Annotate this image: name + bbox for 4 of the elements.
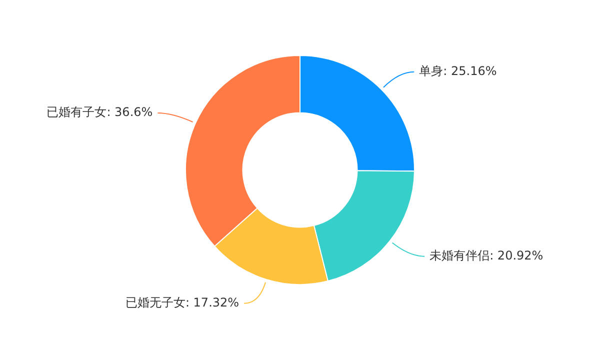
slice-label: 未婚有伴侣: 20.92% xyxy=(430,248,544,262)
slice-label: 已婚有子女: 36.6% xyxy=(46,105,153,120)
slice-label: 已婚无子女: 17.32% xyxy=(125,295,240,310)
slice-label: 单身: 25.16% xyxy=(419,64,497,78)
